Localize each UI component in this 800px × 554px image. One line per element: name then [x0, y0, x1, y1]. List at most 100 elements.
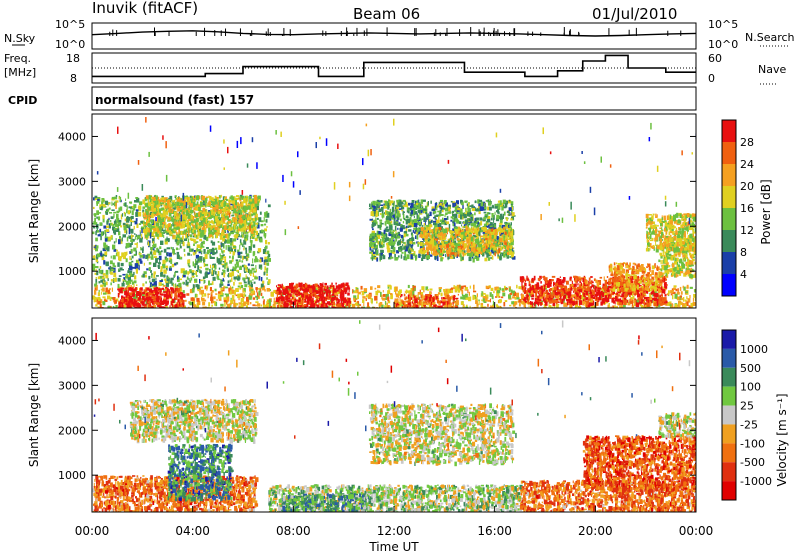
heatmap-cell: [195, 284, 198, 288]
heatmap-cell: [93, 246, 95, 248]
heatmap-cell: [302, 297, 304, 301]
heatmap-cell: [127, 298, 130, 301]
heatmap-cell: [539, 275, 542, 280]
heatmap-cell: [110, 282, 112, 286]
heatmap-cell: [482, 297, 486, 302]
heatmap-cell: [409, 302, 411, 307]
heatmap-cell: [118, 207, 121, 212]
heatmap-cell: [191, 229, 193, 234]
heatmap-cell: [236, 216, 239, 220]
heatmap-cell: [247, 263, 250, 266]
heatmap-cell: [623, 300, 627, 305]
heatmap-cell: [93, 226, 96, 229]
freq-tick-bottom: 8: [70, 72, 77, 85]
heatmap-cell: [249, 302, 252, 305]
heatmap-cell: [583, 299, 585, 302]
heatmap-cell: [577, 283, 579, 286]
heatmap-cell: [494, 286, 498, 291]
heatmap-cell: [234, 279, 236, 282]
heatmap-cell: [405, 289, 408, 292]
heatmap-cell: [502, 292, 506, 297]
heatmap-cell: [606, 285, 609, 289]
heatmap-cell: [244, 247, 247, 250]
heatmap-cell: [590, 294, 594, 299]
heatmap-cell: [132, 208, 136, 211]
heatmap-cell: [249, 292, 251, 295]
heatmap-cell: [342, 282, 345, 288]
heatmap-cell: [238, 302, 242, 305]
heatmap-cell: [335, 299, 337, 302]
heatmap-cell: [547, 297, 551, 302]
heatmap-cell: [179, 256, 181, 258]
heatmap-cell: [552, 301, 556, 307]
heatmap-cell: [340, 291, 343, 295]
heatmap-cell: [179, 294, 183, 299]
heatmap-cell: [125, 223, 129, 225]
heatmap-cell: [306, 299, 310, 304]
heatmap-cell: [436, 296, 438, 300]
heatmap-cell: [627, 264, 629, 269]
heatmap-cell: [310, 293, 314, 297]
heatmap-cell: [527, 278, 530, 281]
heatmap-cell: [229, 269, 234, 272]
heatmap-cell: [461, 289, 464, 295]
heatmap-cell: [397, 306, 400, 308]
heatmap-cell: [557, 283, 560, 287]
heatmap-cell: [445, 288, 448, 294]
heatmap-cell: [191, 287, 195, 293]
heatmap-cell: [679, 303, 681, 306]
heatmap-cell: [158, 264, 160, 269]
heatmap-cell: [170, 291, 173, 294]
heatmap-cell: [284, 287, 286, 290]
heatmap-cell: [682, 297, 685, 302]
heatmap-cell: [312, 303, 316, 308]
heatmap-cell: [285, 295, 289, 301]
heatmap-cell: [682, 306, 685, 308]
heatmap-cell: [135, 209, 139, 212]
heatmap-cell: [679, 271, 684, 274]
heatmap-cell: [168, 260, 171, 263]
heatmap-cell: [172, 303, 174, 308]
heatmap-cell: [215, 264, 217, 270]
heatmap-cell: [573, 290, 575, 293]
heatmap-cell: [151, 300, 155, 305]
heatmap-cell: [409, 306, 413, 308]
heatmap-cell: [387, 300, 391, 304]
heatmap-cell: [105, 233, 107, 237]
heatmap-cell: [121, 237, 123, 242]
heatmap-cell: [457, 293, 459, 296]
heatmap-cell: [670, 275, 674, 277]
heatmap-cell: [598, 297, 601, 301]
heatmap-cell: [313, 286, 316, 292]
heatmap-cell: [539, 293, 542, 296]
heatmap-cell: [267, 258, 271, 262]
heatmap-cell: [655, 294, 658, 297]
heatmap-cell: [317, 284, 319, 287]
heatmap-cell: [651, 291, 654, 295]
heatmap-cell: [179, 278, 182, 281]
heatmap-cell: [245, 249, 248, 255]
heatmap-cell: [681, 263, 685, 269]
heatmap-cell: [178, 282, 182, 288]
heatmap-cell: [541, 285, 545, 291]
heatmap-cell: [138, 253, 142, 255]
heatmap-cell: [644, 299, 647, 302]
heatmap-cell: [129, 256, 131, 260]
heatmap-cell: [569, 276, 572, 279]
heatmap-cell: [664, 284, 666, 289]
heatmap-cell: [441, 297, 443, 300]
heatmap-cell: [120, 262, 124, 267]
heatmap-cell: [226, 239, 230, 244]
heatmap-cell: [362, 291, 366, 294]
heatmap-cell: [624, 294, 628, 297]
heatmap-cell: [167, 294, 171, 298]
heatmap-cell: [323, 303, 326, 308]
heatmap-cell: [615, 306, 618, 308]
heatmap-cell: [155, 277, 157, 281]
heatmap-cell: [256, 292, 259, 298]
heatmap-cell: [128, 305, 132, 308]
heatmap-cell: [683, 286, 686, 291]
heatmap-cell: [654, 272, 658, 275]
heatmap-cell: [130, 215, 134, 220]
heatmap-cell: [317, 306, 320, 308]
